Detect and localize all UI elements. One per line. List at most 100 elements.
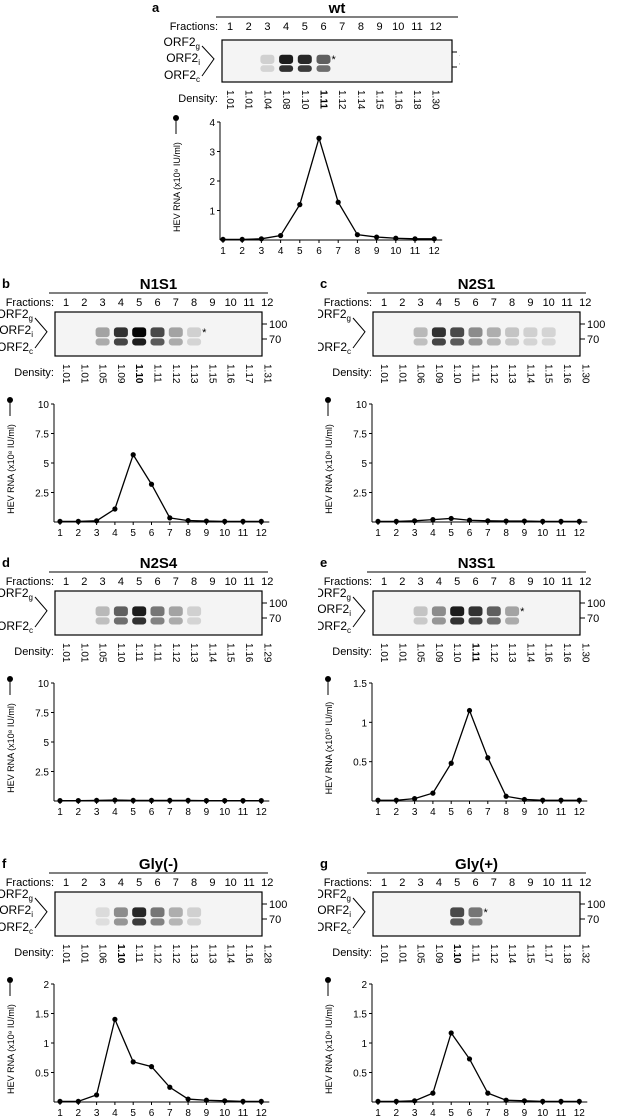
data-point [466,517,473,523]
data-point [112,506,118,512]
data-point [412,518,418,524]
fraction-number: 8 [509,576,515,588]
data-point [558,797,564,803]
fraction-number: 7 [491,877,497,889]
fraction-number: 4 [436,576,442,588]
series-line-d [60,799,262,802]
blot-bracket [201,45,215,77]
fraction-number: 5 [302,21,308,33]
blot-band [260,54,275,64]
blot-label: ORF2c [164,68,200,84]
density-value: 1.11 [133,643,144,662]
density-value: 1.17 [543,944,554,964]
density-value: 1.10 [299,90,310,110]
density-value: 1.10 [115,944,126,964]
data-point [278,232,284,239]
data-point [448,760,454,766]
blot-band [168,338,183,346]
density-value: 1.01 [78,364,89,384]
data-point [540,1098,546,1105]
data-point [335,199,341,205]
fractions-label-g: Fractions: [324,877,372,889]
density-value: 1.18 [411,90,422,110]
density-value: 1.15 [543,364,554,384]
data-point [448,515,454,522]
fraction-number: 10 [543,576,555,588]
series-line-b [60,453,262,523]
x-tick-label: 12 [574,807,586,817]
data-point [258,236,264,242]
density-value: 1.15 [225,643,236,663]
panel-f-figure: f Gly(-)Fractions: 1 2 3 4 5 6 7 8 9 10 11 12ORF2gORF… [0,856,287,1118]
legend-marker [7,977,13,983]
density-value: 1.16 [543,643,554,663]
x-tick-label: 7 [335,246,341,257]
x-tick-label: 2 [76,1108,82,1118]
blot-band [468,617,483,625]
fraction-number: 4 [436,297,442,309]
blot-band [168,617,183,625]
fraction-number: 3 [264,21,270,33]
density-label-d: Density: [14,646,54,658]
blot-label: ORF2c [0,340,33,356]
blot-band [468,606,483,617]
fraction-number: 9 [527,576,533,588]
x-tick-label: 9 [204,528,210,538]
density-value: 1.01 [378,944,389,964]
data-point [112,797,118,803]
density-value: 1.15 [206,364,217,384]
data-point [412,1098,418,1104]
density-value: 1.13 [506,643,517,663]
density-value: 1.14 [524,364,535,384]
density-value: 1.01 [60,364,71,384]
y-axis-label-d: HEV RNA (x10⁸ IU/ml) [6,703,16,793]
fraction-number: 1 [381,576,387,588]
density-value: 1.11 [318,90,329,109]
blot-label: ORF2i [0,323,33,339]
marker-label: 70 [269,334,281,346]
data-point [57,518,63,525]
density-value: 1.09 [433,944,444,964]
blot-band [523,327,538,338]
x-tick-label: 12 [574,528,586,538]
data-point [203,1097,209,1103]
blot-band [450,617,465,625]
density-value: 1.11 [470,643,481,662]
fraction-number: 8 [509,877,515,889]
y-tick-label: 10 [38,679,50,690]
fraction-number: 11 [243,297,254,309]
blot-band [468,338,483,346]
marker-label: 100 [269,899,287,911]
blot-band [187,327,202,338]
density-value: 1.04 [261,90,272,110]
blot-band [413,338,428,346]
panel-d: d N2S4 Fractions: 1 2 3 4 5 6 7 8 9 10 11 12 ORF2g ORF2c… [0,555,300,817]
data-point [240,798,246,804]
x-tick-label: 6 [467,1108,473,1118]
fraction-number: 10 [392,21,404,33]
legend-marker [7,676,13,682]
data-point [375,1098,381,1105]
fraction-number: 6 [154,297,160,309]
legend-marker [173,115,179,121]
series-line-f [60,1017,262,1103]
x-tick-label: 9 [204,1108,210,1118]
x-tick-label: 1 [57,807,63,817]
density-label-e: Density: [332,646,372,658]
blot-band [132,327,147,338]
blot-band [486,617,501,625]
density-value: 1.11 [152,364,163,383]
density-value: 1.30 [579,643,590,663]
fraction-number: 1 [381,877,387,889]
data-point [430,790,436,796]
x-tick-label: 10 [537,1108,549,1118]
blot-band [468,907,483,918]
y-tick-label: 5 [361,459,367,470]
data-point [75,1098,81,1105]
fraction-number: 12 [261,576,273,588]
blot-band [132,338,147,346]
x-tick-label: 4 [430,528,436,538]
data-point [130,1059,136,1065]
density-value: 1.30 [430,90,441,110]
